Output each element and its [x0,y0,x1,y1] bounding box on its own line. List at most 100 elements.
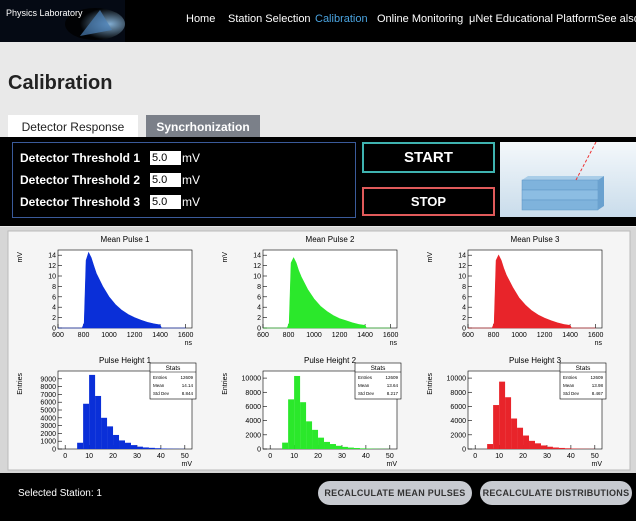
recalc-button[interactable]: RECALCULATE DISTRIBUTIONS [480,481,632,505]
recalc-button[interactable]: RECALCULATE MEAN PULSES [318,481,472,505]
y-tick-label: 6000 [40,400,56,407]
histogram-bar [529,441,535,449]
stats-title: Stats [576,365,592,372]
histogram-bar [505,397,511,449]
histogram-bar [113,435,119,449]
y-tick-label: 9000 [40,376,56,383]
threshold-label: Detector Threshold 2 [20,173,140,187]
plot-title: Mean Pulse 1 [101,235,150,244]
histogram-bar [330,444,336,449]
histogram-bar [282,443,288,449]
tab[interactable]: Syncrhonization [146,115,260,137]
histogram-bar [294,376,300,449]
threshold-input[interactable] [150,151,181,165]
x-tick-label: 1400 [562,332,578,339]
y-axis-label: Entries [17,373,24,395]
histogram-bar [137,447,143,449]
stats-key: Mean [358,383,370,388]
y-tick-label: 2000 [245,432,261,439]
histogram-bar [360,448,366,449]
stats-key: Mean [563,383,575,388]
histogram-bar [487,444,493,449]
threshold-input[interactable] [150,195,181,209]
histogram-bar [523,436,529,449]
y-axis-label: mV [427,252,434,263]
start-button[interactable]: START [362,142,495,173]
y-tick-label: 4000 [245,418,261,425]
x-tick-label: 1000 [511,332,527,339]
page-title: Calibration [8,72,112,95]
threshold-input[interactable] [150,173,181,187]
stats-title: Stats [166,365,182,372]
x-axis-label: ns [390,340,398,347]
nav-item[interactable]: Home [186,13,215,25]
x-axis-label: mV [592,461,603,468]
y-tick-label: 2 [462,315,466,322]
x-tick-label: 1600 [588,332,604,339]
y-tick-label: 10000 [242,376,262,383]
stop-button[interactable]: STOP [362,187,495,216]
x-tick-label: 1200 [127,332,143,339]
histogram-bar [342,447,348,449]
nav-item[interactable]: See also.. [597,13,636,25]
histogram-bar [95,396,101,449]
x-tick-label: 20 [109,453,117,460]
stats-key: Mean [153,383,165,388]
histogram-bar [547,447,553,449]
x-tick-label: 800 [78,332,90,339]
y-tick-label: 7000 [40,392,56,399]
histogram-bar [306,421,312,449]
x-tick-label: 1000 [306,332,322,339]
y-tick-label: 2000 [40,431,56,438]
threshold-unit: mV [182,195,200,209]
histogram-bar [336,446,342,449]
y-tick-label: 6000 [245,404,261,411]
x-tick-label: 0 [473,453,477,460]
nav-bar: Physics Laboratory Home Station Selection… [0,0,636,42]
y-tick-label: 14 [458,253,466,260]
y-tick-label: 0 [462,447,466,454]
histogram-bar [318,438,324,449]
histogram-bar [553,448,559,449]
x-tick-label: 50 [386,453,394,460]
y-tick-label: 14 [253,253,261,260]
nav-item[interactable]: Calibration [315,13,368,25]
nav-item[interactable]: Station Selection [228,13,311,25]
histogram-bar [155,448,161,449]
y-tick-label: 8000 [40,384,56,391]
x-tick-label: 1400 [152,332,168,339]
nav-item[interactable]: μNet Educational Platform [469,13,597,25]
plot-title: Pulse Height 2 [304,356,357,365]
plot-title: Pulse Height 1 [99,356,152,365]
y-tick-label: 4 [257,305,261,312]
y-tick-label: 4 [462,305,466,312]
x-tick-label: 10 [495,453,503,460]
stats-value: 12609 [180,375,193,380]
x-tick-label: 40 [567,453,575,460]
tab[interactable]: Detector Response [8,115,138,137]
histogram-bar [565,448,571,449]
histogram-bar [119,440,125,449]
nav-item[interactable]: Online Monitoring [377,13,463,25]
stats-key: Entries [358,375,373,380]
y-tick-label: 8000 [245,390,261,397]
stats-title: Stats [371,365,387,372]
y-axis-label: Entries [427,373,434,395]
x-tick-label: 20 [519,453,527,460]
stats-value: 12609 [385,375,398,380]
histogram-bar [511,419,517,449]
y-tick-label: 6 [257,294,261,301]
stats-value: 13.98 [592,383,604,388]
logo-text: Physics Laboratory [6,8,83,18]
threshold-unit: mV [182,173,200,187]
y-tick-label: 1000 [40,439,56,446]
x-tick-label: 0 [63,453,67,460]
histogram-bar [77,443,83,449]
histogram-bar [288,399,294,449]
x-tick-label: 600 [257,332,269,339]
detector-image [500,142,636,217]
plot-title: Mean Pulse 3 [511,235,560,244]
logo[interactable]: Physics Laboratory [0,0,130,42]
stats-key: Entries [563,375,578,380]
